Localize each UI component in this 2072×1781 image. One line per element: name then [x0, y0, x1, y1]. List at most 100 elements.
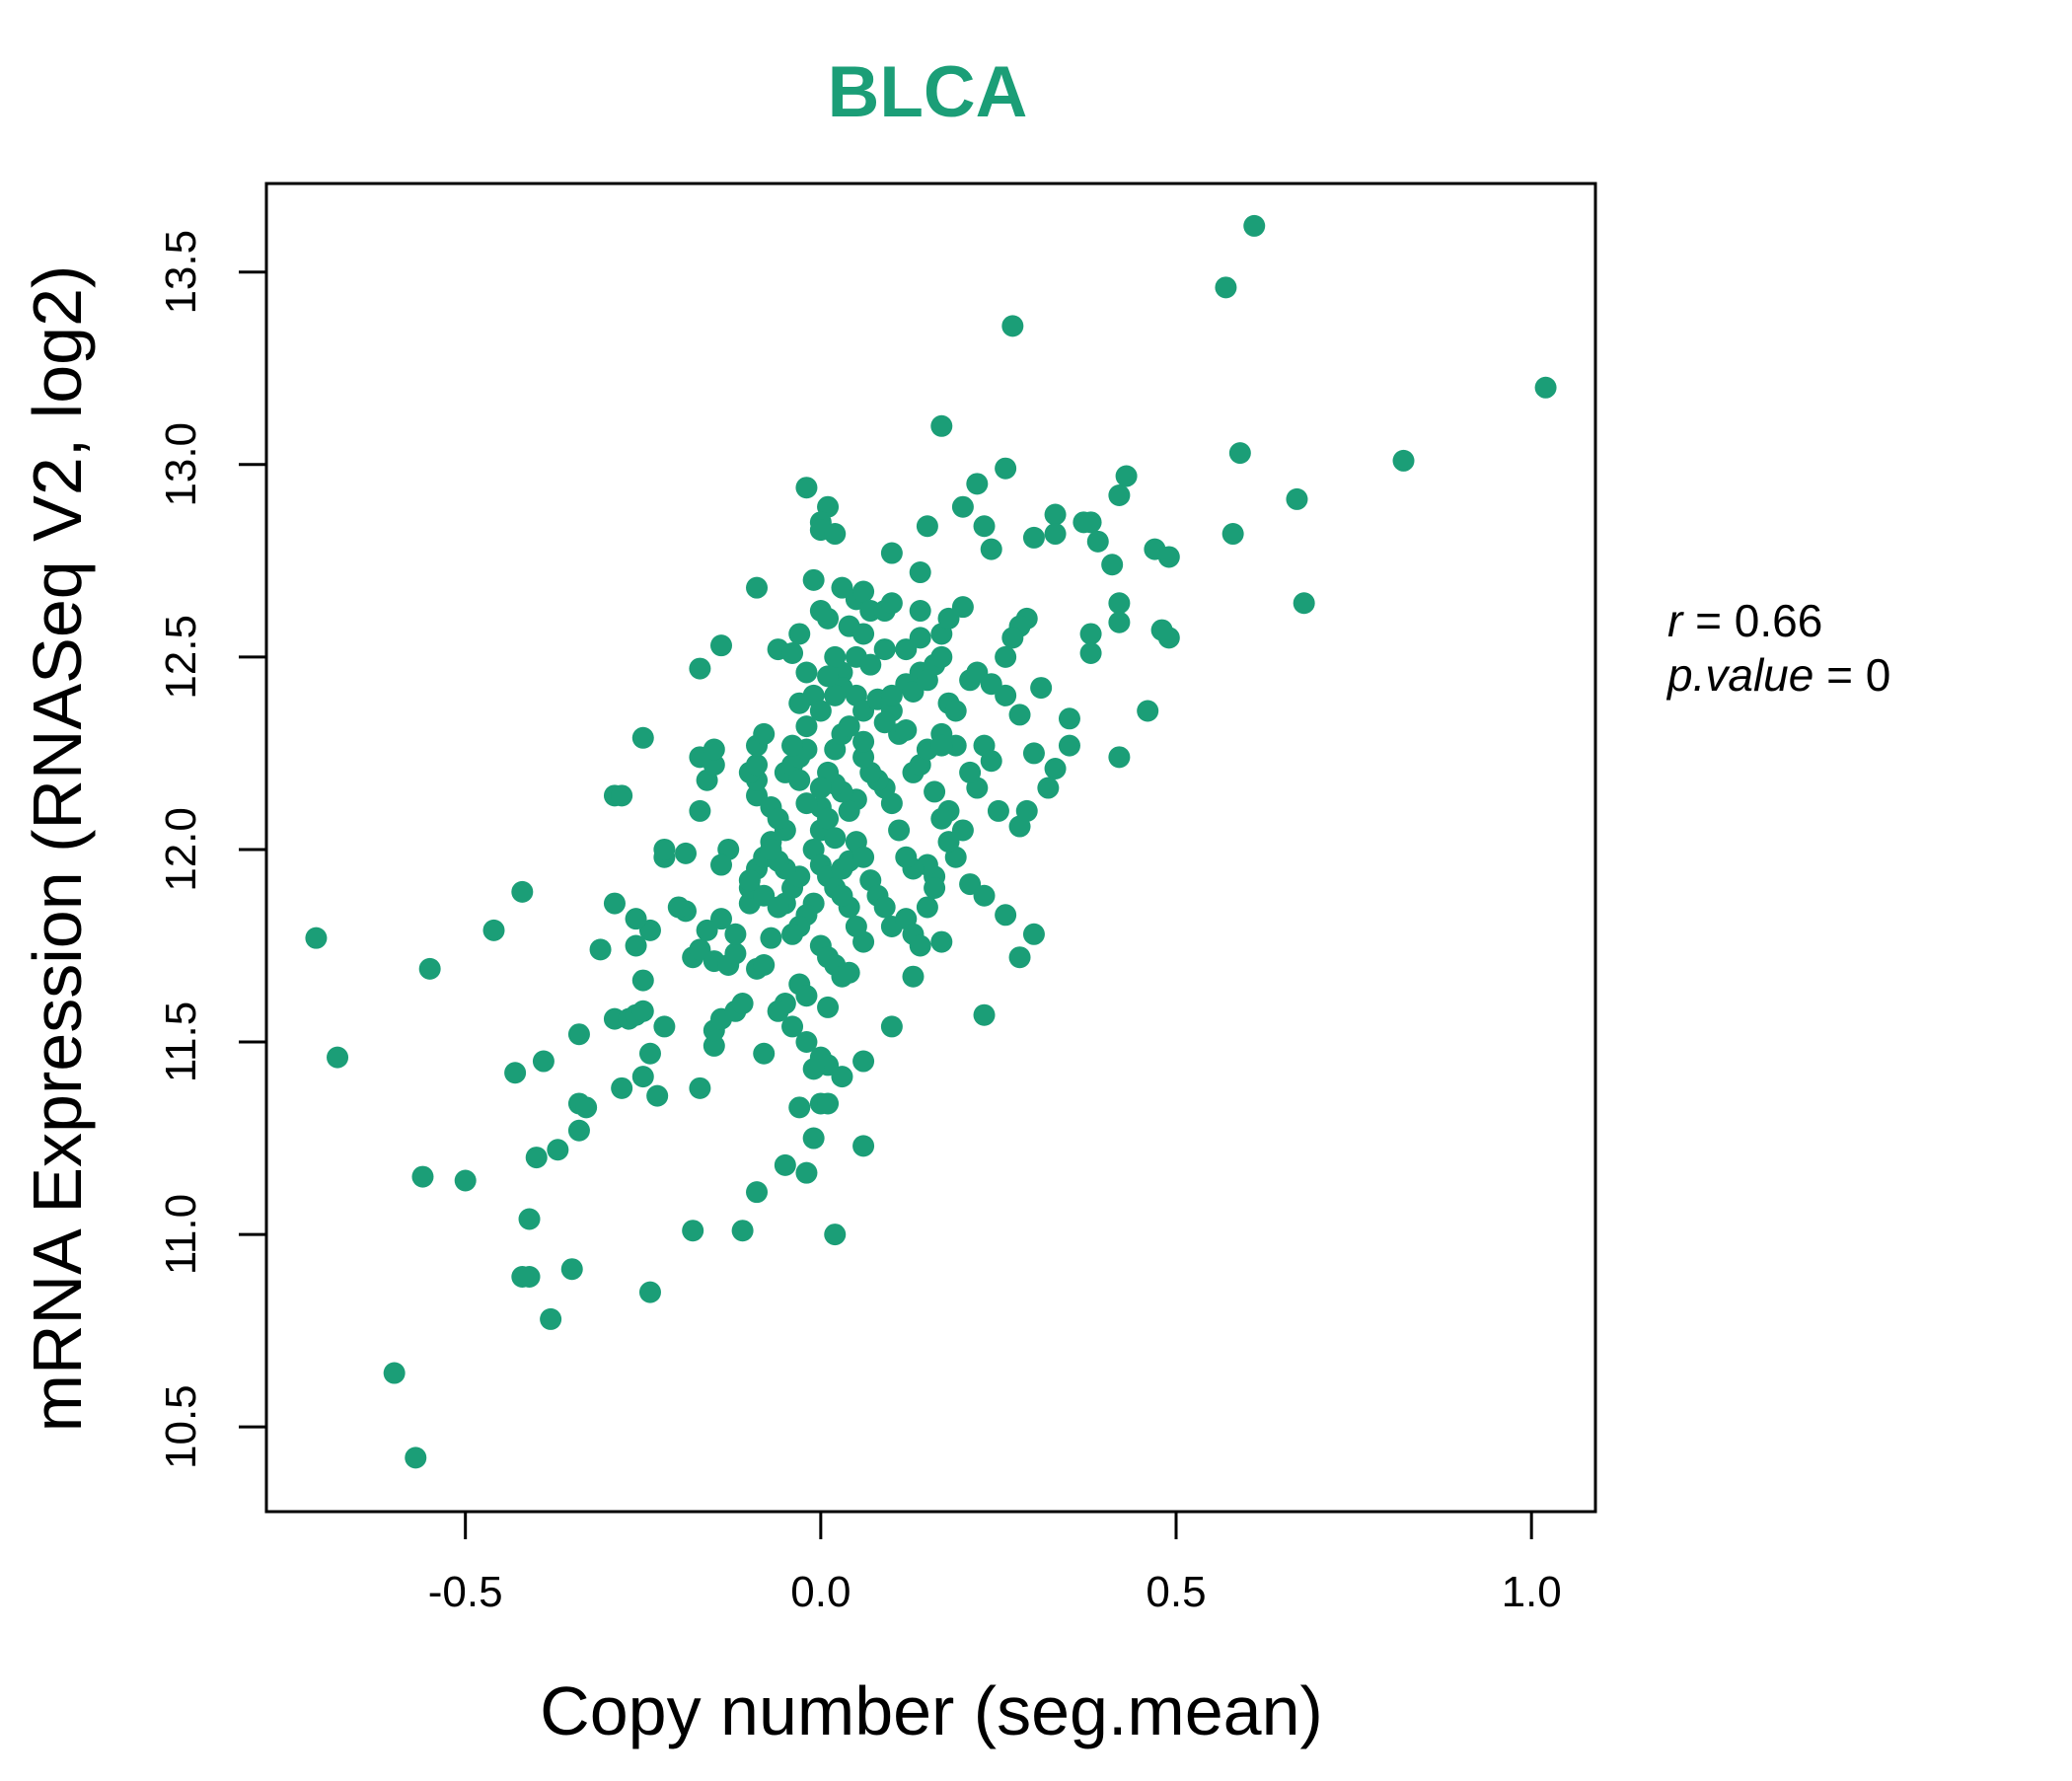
data-point: [567, 1119, 590, 1142]
data-point: [924, 876, 946, 899]
data-point: [746, 754, 769, 777]
data-point: [930, 930, 953, 953]
data-point: [909, 561, 931, 584]
data-point: [916, 896, 938, 919]
data-point: [1108, 611, 1131, 633]
data-point: [482, 919, 505, 941]
p-value-symbol: p.value: [1665, 649, 1813, 701]
x-axis-title: Copy number (seg.mean): [540, 1672, 1323, 1749]
data-point: [603, 892, 626, 915]
data-point: [781, 1015, 804, 1038]
data-point: [781, 734, 804, 757]
data-point: [1037, 777, 1060, 799]
data-point: [973, 1003, 996, 1026]
data-point: [802, 1058, 825, 1080]
data-point: [383, 1362, 406, 1384]
data-point: [1015, 799, 1038, 822]
data-point: [760, 838, 782, 860]
data-point: [1008, 704, 1031, 726]
data-point: [802, 568, 825, 591]
data-points: [305, 214, 1557, 1469]
data-point: [895, 719, 918, 742]
data-point: [405, 1447, 427, 1469]
data-point: [924, 780, 946, 803]
data-point: [703, 1034, 725, 1057]
data-point: [1079, 641, 1102, 664]
data-point: [327, 1046, 349, 1069]
data-point: [916, 515, 938, 538]
data-point: [902, 965, 925, 988]
data-point: [909, 600, 931, 623]
data-point: [753, 1042, 776, 1065]
data-point: [795, 792, 818, 815]
data-point: [831, 884, 853, 907]
data-point: [611, 784, 633, 807]
data-point: [418, 957, 441, 980]
data-point: [916, 669, 938, 692]
data-point: [838, 961, 860, 984]
data-point: [532, 1050, 555, 1073]
data-point: [1030, 677, 1053, 700]
data-point: [795, 985, 818, 1007]
y-tick-label: 12.5: [157, 615, 205, 700]
y-tick-label: 13.0: [157, 422, 205, 507]
data-point: [788, 623, 811, 645]
data-point: [504, 1062, 527, 1084]
data-point: [824, 684, 847, 706]
data-point: [746, 1181, 769, 1204]
data-point: [845, 915, 867, 937]
data-point: [1115, 465, 1138, 487]
data-point: [753, 953, 776, 976]
y-axis-title: mRNA Expression (RNASeq V2, log2): [19, 265, 96, 1433]
y-axis: 10.5 11.0 11.5 12.0 12.5 13.0 13.5: [157, 230, 266, 1469]
data-point: [930, 807, 953, 830]
data-point: [909, 934, 931, 957]
data-point: [824, 1224, 847, 1246]
data-point: [774, 1153, 796, 1176]
data-point: [746, 576, 769, 599]
x-tick-label: 0.0: [790, 1568, 851, 1616]
data-point: [710, 853, 733, 876]
data-point: [589, 938, 612, 961]
data-point: [1079, 511, 1102, 534]
data-point: [980, 538, 1002, 560]
data-point: [895, 638, 918, 661]
data-point: [809, 700, 832, 722]
data-point: [788, 692, 811, 714]
plot-frame: [264, 182, 1597, 1514]
data-point: [995, 904, 1017, 927]
data-point: [995, 645, 1017, 668]
data-point: [511, 880, 534, 903]
data-point: [838, 799, 860, 822]
data-point: [1228, 442, 1251, 465]
data-point: [1022, 742, 1045, 765]
data-point: [1044, 523, 1067, 546]
data-point: [873, 896, 896, 919]
data-point: [454, 1169, 477, 1192]
data-point: [525, 1147, 548, 1169]
data-point: [1286, 487, 1308, 510]
data-point: [817, 1092, 840, 1115]
data-point: [767, 1000, 789, 1022]
data-point: [809, 600, 832, 623]
data-point: [973, 884, 996, 907]
data-point: [1001, 627, 1024, 649]
data-point: [1108, 746, 1131, 769]
data-point: [625, 934, 647, 957]
data-point: [852, 846, 875, 868]
data-point: [1044, 758, 1067, 780]
data-point: [1086, 530, 1109, 553]
data-point: [795, 1161, 818, 1184]
x-tick-label: 1.0: [1502, 1568, 1562, 1616]
data-point: [724, 942, 747, 965]
data-point: [852, 1135, 875, 1157]
data-point: [703, 738, 725, 761]
data-point: [1058, 734, 1080, 757]
data-point: [625, 908, 647, 930]
data-point: [995, 457, 1017, 480]
data-point: [1293, 592, 1315, 615]
data-point: [1215, 276, 1237, 299]
data-point: [638, 1042, 661, 1065]
data-point: [795, 715, 818, 738]
